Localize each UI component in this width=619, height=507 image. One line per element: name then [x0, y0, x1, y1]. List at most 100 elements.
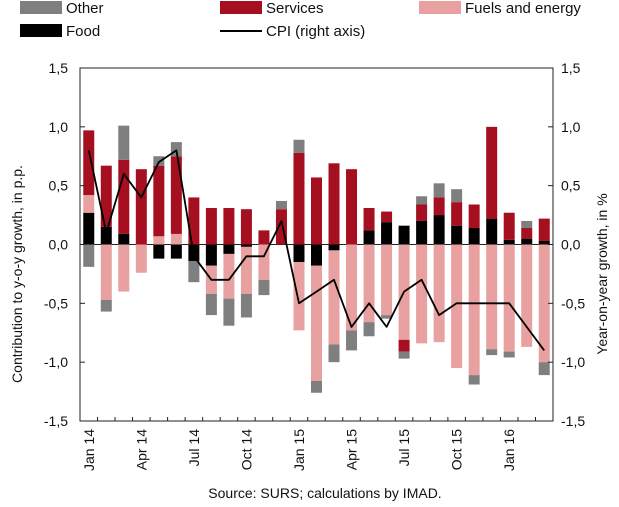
x-tick-label: Jan 14: [81, 429, 97, 471]
bar-other: [83, 244, 95, 267]
bar-services: [293, 152, 305, 245]
bar-fuels-and-energy: [100, 244, 112, 300]
legend: Other Services Fuels and energy Food CPI (ri…: [20, 0, 581, 40]
x-tick-label: Apr 15: [344, 429, 360, 470]
bar-services: [275, 209, 287, 245]
bar-fuels-and-energy: [451, 244, 463, 369]
x-tick-label: Apr 14: [133, 429, 149, 470]
x-tick-label: Jul 15: [396, 429, 412, 467]
bar-food: [83, 212, 95, 245]
bar-services: [223, 208, 235, 245]
bar-fuels-and-energy: [433, 244, 445, 343]
bar-services: [416, 204, 428, 221]
bar-services: [433, 197, 445, 216]
legend-label-cpi-right-axis: CPI (right axis): [266, 23, 365, 40]
bar-fuels-and-energy: [521, 244, 533, 347]
bar-services: [118, 159, 130, 234]
bar-fuels-and-energy: [293, 262, 305, 331]
bar-other: [328, 344, 340, 363]
bar-services: [381, 211, 393, 223]
bar-fuels-and-energy: [258, 244, 270, 280]
bar-services: [153, 165, 165, 237]
x-tick-label: Jan 15: [291, 429, 307, 471]
bar-food: [223, 244, 235, 254]
bar-services: [451, 202, 463, 226]
right-tick-label: -1,0: [561, 354, 585, 370]
right-tick-label: 1,0: [561, 119, 581, 135]
bar-fuels-and-energy: [346, 244, 358, 331]
bar-food: [240, 244, 252, 247]
bar-food: [451, 225, 463, 245]
legend-swatch-other: [20, 1, 62, 14]
bar-fuels-and-energy: [83, 195, 95, 213]
bar-other: [100, 299, 112, 312]
legend-swatch-food: [20, 24, 62, 37]
legend-label-fuels-and-energy: Fuels and energy: [465, 0, 581, 17]
bar-fuels-and-energy: [363, 244, 375, 323]
left-tick-label: 0,0: [49, 237, 69, 253]
bar-food: [311, 244, 322, 266]
left-axis-title: Contribution to y-o-y growth, in p.p.: [9, 165, 25, 383]
bar-other: [503, 351, 515, 358]
bar-fuels-and-energy: [223, 253, 235, 299]
bar-other: [188, 260, 200, 283]
bar-food: [205, 244, 217, 266]
legend-label-services: Services: [266, 0, 324, 17]
bar-food: [328, 244, 340, 251]
bar-services: [311, 177, 322, 245]
bar-fuels-and-energy: [381, 244, 393, 316]
bar-food: [398, 225, 410, 245]
right-axis-title: Year-on-year growth, in %: [594, 193, 610, 354]
bar-food: [118, 233, 130, 245]
bar-food: [503, 239, 515, 245]
bar-food: [521, 238, 533, 245]
bar-food: [486, 218, 498, 245]
bar-services: [100, 165, 112, 227]
x-tick-label: Oct 14: [238, 429, 254, 470]
right-tick-label: -1,5: [561, 413, 585, 429]
bar-food: [433, 215, 445, 245]
bar-other: [170, 142, 182, 157]
bar-food: [416, 220, 428, 245]
bar-services: [468, 204, 480, 229]
bar-fuels-and-energy: [503, 244, 515, 352]
right-tick-label: 0,0: [561, 237, 581, 253]
bar-other: [486, 349, 498, 356]
bar-other: [346, 330, 358, 351]
bar-other: [416, 196, 428, 205]
legend-swatch-fuels-and-energy: [419, 1, 461, 14]
bar-fuels-and-energy: [311, 265, 322, 381]
right-tick-label: 1,5: [561, 60, 581, 76]
bar-food: [363, 230, 375, 245]
bar-food: [153, 244, 165, 259]
bar-services: [503, 212, 515, 240]
bar-other: [538, 362, 550, 376]
bar-other: [311, 380, 322, 393]
bar-services: [188, 197, 200, 245]
bar-other: [433, 183, 445, 198]
bar-services: [486, 126, 498, 219]
bar-fuels-and-energy: [240, 246, 252, 294]
bar-fuels-and-energy: [328, 250, 340, 345]
right-tick-label: -0,5: [561, 295, 585, 311]
bar-food: [100, 226, 112, 245]
x-tick-label: Jul 14: [186, 429, 202, 467]
bar-series: [83, 125, 550, 393]
bar-other: [240, 293, 252, 318]
bar-services: [363, 208, 375, 231]
bar-fuels-and-energy: [538, 244, 550, 363]
x-tick-label: Jan 16: [501, 429, 517, 471]
left-tick-label: 1,0: [49, 119, 69, 135]
cpi-line-group: [87, 149, 545, 351]
bar-other: [521, 220, 533, 229]
x-tick-label: Oct 15: [449, 429, 465, 470]
bar-food: [293, 244, 305, 263]
bar-other: [153, 156, 165, 166]
bar-other: [293, 139, 305, 153]
bar-services: [135, 169, 147, 245]
bar-services: [258, 230, 270, 245]
left-tick-label: -1,5: [44, 413, 68, 429]
bar-fuels-and-energy: [416, 244, 428, 344]
bar-services: [83, 130, 95, 196]
bar-food: [468, 228, 480, 245]
